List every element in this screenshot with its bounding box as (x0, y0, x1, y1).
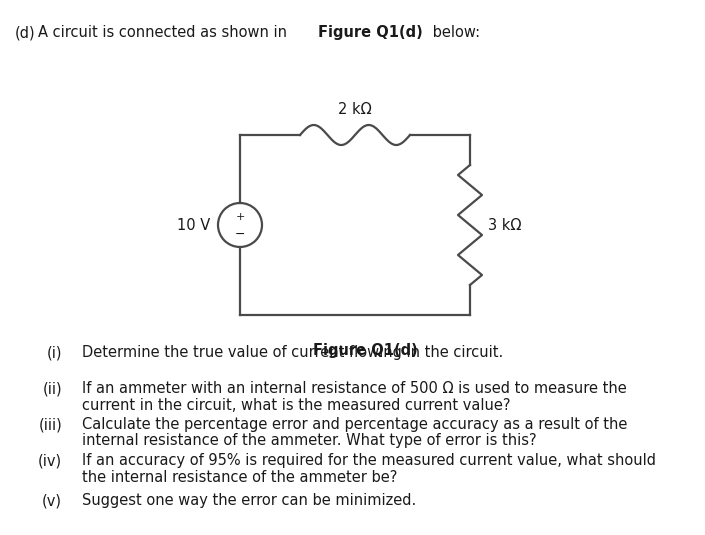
Text: +: + (235, 212, 245, 222)
Text: 2 kΩ: 2 kΩ (338, 102, 372, 117)
Text: Calculate the percentage error and percentage accuracy as a result of the: Calculate the percentage error and perce… (82, 417, 627, 432)
Text: Figure Q1(d): Figure Q1(d) (312, 343, 417, 358)
Text: A circuit is connected as shown in: A circuit is connected as shown in (38, 25, 292, 40)
Text: Suggest one way the error can be minimized.: Suggest one way the error can be minimiz… (82, 493, 416, 508)
Text: −: − (235, 227, 245, 241)
Text: below:: below: (428, 25, 480, 40)
Text: (ii): (ii) (42, 381, 62, 396)
Text: 3 kΩ: 3 kΩ (488, 218, 522, 233)
Text: Figure Q1(d): Figure Q1(d) (318, 25, 423, 40)
Text: internal resistance of the ammeter. What type of error is this?: internal resistance of the ammeter. What… (82, 433, 537, 448)
Text: (i): (i) (47, 345, 62, 360)
Text: If an ammeter with an internal resistance of 500 Ω is used to measure the: If an ammeter with an internal resistanc… (82, 381, 627, 396)
Text: (iv): (iv) (38, 453, 62, 468)
Text: (iii): (iii) (38, 417, 62, 432)
Text: Determine the true value of current flowing in the circuit.: Determine the true value of current flow… (82, 345, 503, 360)
Text: current in the circuit, what is the measured current value?: current in the circuit, what is the meas… (82, 398, 510, 412)
Text: (d): (d) (15, 25, 36, 40)
Text: If an accuracy of 95% is required for the measured current value, what should: If an accuracy of 95% is required for th… (82, 453, 656, 468)
Text: (v): (v) (42, 493, 62, 508)
Text: 10 V: 10 V (177, 218, 210, 233)
Text: the internal resistance of the ammeter be?: the internal resistance of the ammeter b… (82, 470, 398, 485)
